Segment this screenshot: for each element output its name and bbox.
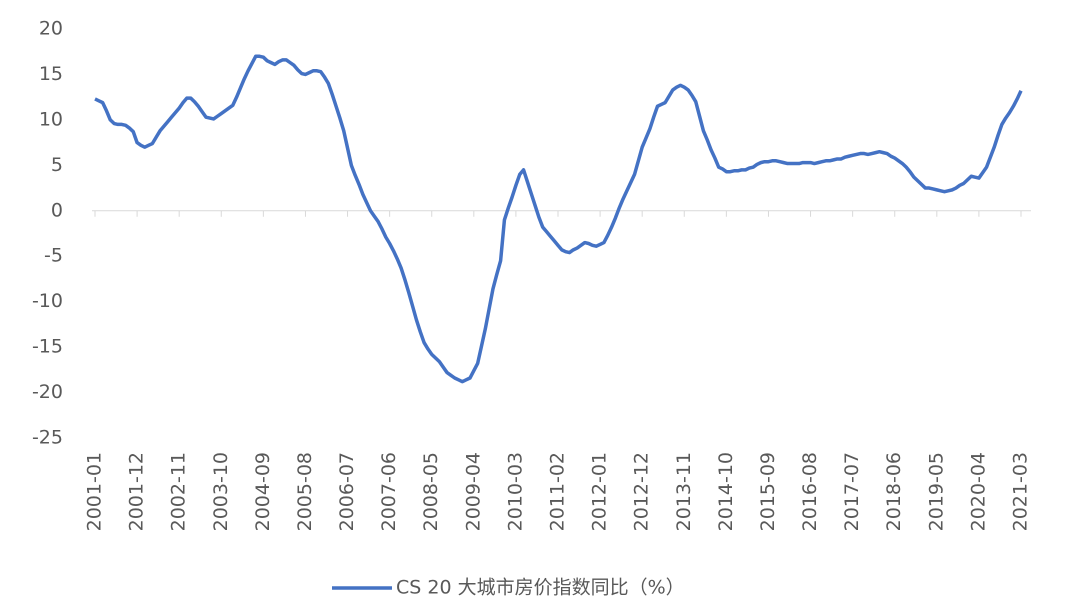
y-tick-label: -20 — [32, 381, 63, 403]
x-tick-label: 2012-12 — [631, 452, 653, 531]
x-tick-label: 2010-03 — [504, 452, 526, 531]
x-tick-label: 2001-01 — [84, 452, 106, 531]
y-tick-label: 5 — [51, 154, 63, 176]
x-tick-label: 2019-05 — [925, 452, 947, 531]
x-tick-label: 2020-04 — [967, 452, 989, 531]
y-tick-label: -15 — [32, 336, 63, 358]
x-tick-label: 2018-06 — [883, 452, 905, 531]
x-tick-label: 2002-11 — [168, 452, 190, 531]
y-tick-label: -25 — [32, 427, 63, 449]
x-tick-label: 2012-01 — [589, 452, 611, 531]
x-tick-label: 2015-09 — [757, 452, 779, 531]
y-tick-label: 15 — [39, 63, 63, 85]
x-tick-label: 2008-05 — [420, 452, 442, 531]
x-tick-label: 2021-03 — [1010, 452, 1032, 531]
y-tick-label: 10 — [39, 108, 63, 130]
x-tick-label: 2005-08 — [294, 452, 316, 531]
y-tick-label: 0 — [51, 199, 63, 221]
x-tick-label: 2007-06 — [378, 452, 400, 531]
x-tick-label: 2017-07 — [841, 452, 863, 531]
x-tick-label: 2009-04 — [462, 452, 484, 531]
y-tick-label: -5 — [44, 245, 63, 267]
x-tick-label: 2014-10 — [715, 452, 737, 531]
x-tick-label: 2016-08 — [799, 452, 821, 531]
x-tick-label: 2011-02 — [547, 452, 569, 531]
x-tick-label: 2006-07 — [336, 452, 358, 531]
legend-label: CS 20 大城市房价指数同比（%） — [396, 577, 685, 599]
x-tick-label: 2004-09 — [252, 452, 274, 531]
y-tick-label: 20 — [39, 18, 63, 40]
x-tick-label: 2001-12 — [126, 452, 148, 531]
y-tick-label: -10 — [32, 290, 63, 312]
x-tick-label: 2013-11 — [673, 452, 695, 531]
line-series — [94, 54, 1023, 384]
x-tick-label: 2003-10 — [210, 452, 232, 531]
